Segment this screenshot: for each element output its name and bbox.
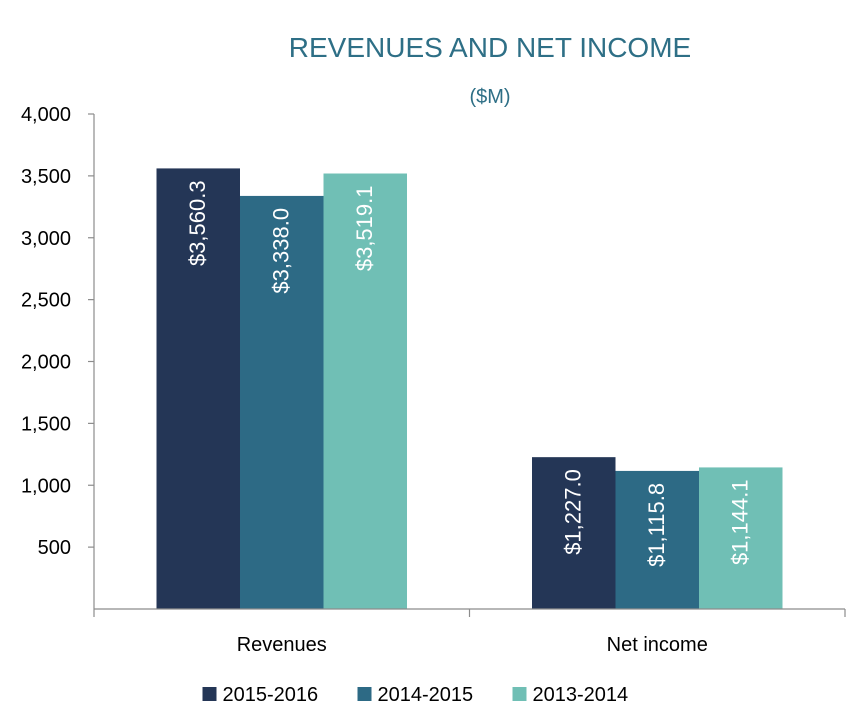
y-tick-label: 1,000 xyxy=(21,475,71,497)
chart-title: REVENUES AND NET INCOME xyxy=(289,32,691,63)
bar xyxy=(240,195,324,610)
bar-data-label: $3,519.1 xyxy=(352,186,377,272)
chart-subtitle: ($M) xyxy=(469,86,510,108)
bar xyxy=(615,470,699,609)
legend-swatch xyxy=(357,687,372,701)
legend-swatch xyxy=(512,687,527,701)
y-tick-label: 3,500 xyxy=(21,166,71,188)
legend-label: 2014-2015 xyxy=(378,684,474,706)
legend-label: 2013-2014 xyxy=(533,684,629,706)
legend-label: 2015-2016 xyxy=(223,684,319,706)
bar xyxy=(323,173,407,610)
y-tick-label: 3,000 xyxy=(21,228,71,250)
y-tick-label: 1,500 xyxy=(21,413,71,435)
bar-data-label: $3,338.0 xyxy=(269,208,294,294)
bar xyxy=(156,168,240,609)
bar xyxy=(532,457,616,609)
legend: 2015-2016 2014-2015 2013-2014 xyxy=(202,684,629,706)
y-axis: 500 1,000 1,500 2,000 2,500 3,000 3,500 4,000 xyxy=(21,104,95,609)
x-axis: Revenues Net income xyxy=(93,608,846,656)
bar xyxy=(699,467,783,609)
x-category-label: Revenues xyxy=(237,634,327,656)
y-tick-label: 4,000 xyxy=(21,104,71,126)
bars-group: $3,560.3 $3,338.0 $3,519.1 $1,227.0 $1,115.8… xyxy=(156,168,783,610)
y-tick-label: 2,000 xyxy=(21,352,71,374)
bar-data-label: $1,144.1 xyxy=(728,479,753,565)
bar-data-label: $1,227.0 xyxy=(561,469,586,555)
bar-data-label: $3,560.3 xyxy=(185,180,210,266)
bar-data-label: $1,115.8 xyxy=(644,483,669,567)
y-tick-label: 500 xyxy=(38,537,71,559)
legend-swatch xyxy=(202,687,217,701)
x-category-label: Net income xyxy=(607,634,708,656)
y-tick-label: 2,500 xyxy=(21,290,71,312)
